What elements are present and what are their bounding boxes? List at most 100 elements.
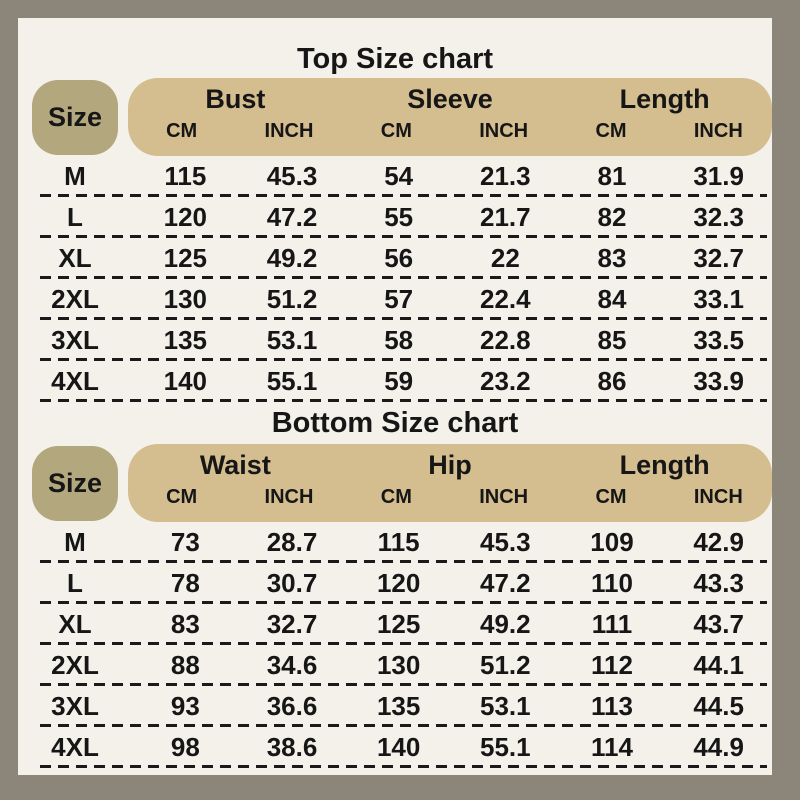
length-inch-value: 43.7 (693, 609, 744, 639)
length-cm-value: 109 (590, 527, 634, 557)
length-cm-value: 112 (591, 650, 633, 680)
waist-inch-value: 38.6 (266, 732, 318, 762)
waist-cm-value: 83 (170, 609, 200, 639)
bottom-chart-rows: M 73 28.7 115 45.3 109 42.9 L 78 30.7 12… (18, 522, 772, 768)
bust-cm-value: 115 (164, 161, 207, 191)
bust-cm-value: 135 (163, 325, 208, 355)
bust-inch-value: 49.2 (266, 243, 318, 273)
length-inch-value: 33.9 (693, 366, 744, 396)
bottom-chart-header: Size Waist Hip Length CM INCH CM INCH CM… (18, 444, 772, 522)
hip-inch-value: 45.3 (480, 527, 531, 557)
table-row: M 73 28.7 115 45.3 109 42.9 (18, 522, 772, 563)
length-cm-value: 111 (591, 609, 633, 639)
sleeve-inch-value: 22.4 (480, 284, 531, 314)
size-label: 2XL (51, 284, 99, 314)
sleeve-inch-value: 22 (490, 243, 520, 273)
length-cm-value: 113 (591, 691, 633, 721)
hip-cm-value: 135 (376, 691, 421, 721)
size-label: 3XL (51, 325, 99, 355)
bottom-size-chart: Bottom Size chart Size Waist Hip Length … (18, 402, 772, 768)
bust-inch-value: 47.2 (266, 202, 318, 232)
size-label: M (64, 161, 86, 191)
sleeve-inch-value: 23.2 (480, 366, 531, 396)
bust-inch-value: 51.2 (266, 284, 318, 314)
size-label: 3XL (51, 691, 99, 721)
waist-cm-value: 88 (170, 650, 200, 680)
bottom-size-header-pill: Size (32, 446, 118, 521)
size-label: 2XL (51, 650, 99, 680)
length-inch-value: 44.9 (693, 732, 744, 762)
waist-inch-value: 32.7 (266, 609, 318, 639)
table-row: 3XL 93 36.6 135 53.1 113 44.5 (18, 686, 772, 727)
hip-inch-value: 47.2 (480, 568, 531, 598)
length-inch-value: 32.7 (693, 243, 744, 273)
top-size-header-pill: Size (32, 80, 118, 155)
table-row: M 115 45.3 54 21.3 81 31.9 (18, 156, 772, 197)
table-row: L 120 47.2 55 21.7 82 32.3 (18, 197, 772, 238)
bottom-unit-hip-inch: INCH (479, 486, 529, 508)
top-unit-bust-cm: CM (166, 120, 198, 142)
top-group-bust: Bust (205, 83, 266, 114)
length-inch-value: 44.5 (693, 691, 744, 721)
table-row: XL 125 49.2 56 22 83 32.7 (18, 238, 772, 279)
length-cm-value: 85 (597, 325, 627, 355)
length-inch-value: 33.5 (693, 325, 744, 355)
bottom-unit-waist-inch: INCH (264, 486, 314, 508)
bottom-group-length: Length (619, 449, 710, 480)
bust-inch-value: 55.1 (266, 366, 318, 396)
sleeve-inch-value: 22.8 (480, 325, 531, 355)
size-label: L (67, 202, 83, 232)
table-row: 3XL 135 53.1 58 22.8 85 33.5 (18, 320, 772, 361)
size-label: XL (58, 243, 92, 273)
bust-inch-value: 53.1 (266, 325, 318, 355)
waist-inch-value: 30.7 (266, 568, 318, 598)
bottom-chart-title: Bottom Size chart (271, 406, 519, 439)
top-group-length: Length (619, 83, 710, 114)
sleeve-inch-value: 21.3 (480, 161, 531, 191)
waist-cm-value: 73 (170, 527, 200, 557)
top-size-chart: Top Size chart Size Bust Sleeve Length C… (18, 18, 772, 402)
bottom-group-waist: Waist (199, 449, 271, 480)
size-label: XL (58, 609, 92, 639)
top-chart-rows: M 115 45.3 54 21.3 81 31.9 L 120 47.2 55… (18, 156, 772, 402)
waist-inch-value: 34.6 (266, 650, 318, 680)
bust-cm-value: 125 (163, 243, 208, 273)
hip-inch-value: 53.1 (480, 691, 531, 721)
length-cm-value: 84 (597, 284, 627, 314)
length-inch-value: 33.1 (693, 284, 744, 314)
sleeve-cm-value: 54 (384, 161, 414, 191)
sleeve-cm-value: 58 (384, 325, 414, 355)
top-group-sleeve: Sleeve (407, 83, 493, 114)
top-unit-sleeve-cm: CM (380, 120, 412, 142)
sleeve-cm-value: 55 (384, 202, 414, 232)
length-cm-value: 110 (591, 568, 633, 598)
bust-inch-value: 45.3 (266, 161, 318, 191)
top-chart-header: Size Bust Sleeve Length CM INCH CM INCH … (18, 78, 772, 156)
sleeve-inch-value: 21.7 (480, 202, 531, 232)
table-row: XL 83 32.7 125 49.2 111 43.7 (18, 604, 772, 645)
length-cm-value: 86 (597, 366, 627, 396)
top-header-band: Bust Sleeve Length CM INCH CM INCH CM IN… (128, 78, 772, 156)
bottom-unit-hip-cm: CM (380, 486, 412, 508)
length-cm-value: 82 (597, 202, 627, 232)
size-label: M (64, 527, 86, 557)
length-inch-value: 44.1 (693, 650, 744, 680)
size-label: 4XL (51, 732, 99, 762)
sleeve-cm-value: 57 (384, 284, 414, 314)
length-inch-value: 43.3 (693, 568, 744, 598)
length-inch-value: 42.9 (693, 527, 744, 557)
waist-inch-value: 28.7 (266, 527, 318, 557)
bust-cm-value: 140 (163, 366, 208, 396)
length-inch-value: 31.9 (693, 161, 744, 191)
hip-cm-value: 125 (376, 609, 421, 639)
table-row: 2XL 130 51.2 57 22.4 84 33.1 (18, 279, 772, 320)
bottom-unit-length-inch: INCH (693, 486, 743, 508)
waist-cm-value: 98 (170, 732, 200, 762)
hip-cm-value: 115 (377, 527, 420, 557)
top-unit-length-cm: CM (595, 120, 627, 142)
sleeve-cm-value: 56 (384, 243, 414, 273)
hip-inch-value: 51.2 (480, 650, 531, 680)
bottom-header-band: Waist Hip Length CM INCH CM INCH CM INCH (128, 444, 772, 522)
hip-cm-value: 130 (376, 650, 421, 680)
